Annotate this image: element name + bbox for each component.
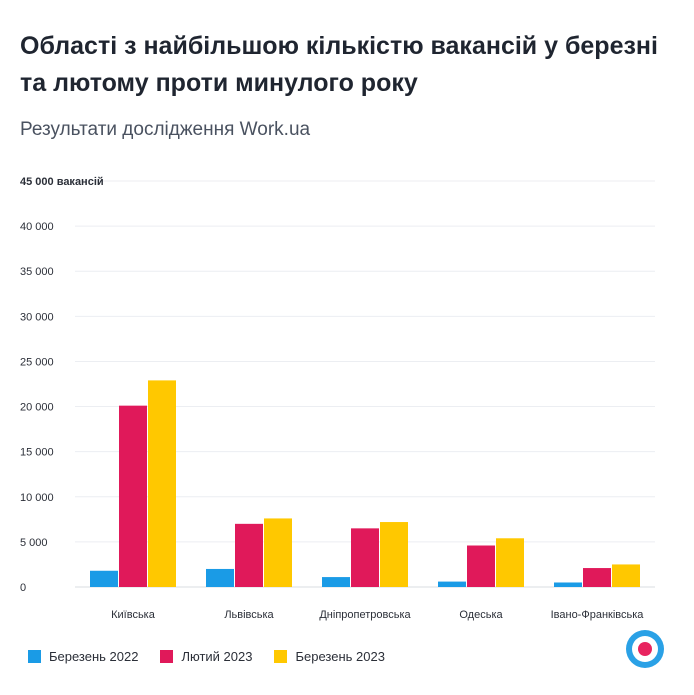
y-axis-ticks: 0 5 000 10 000 15 000 20 000 25 000 30 000 35 0… bbox=[20, 176, 104, 594]
bar bbox=[496, 538, 524, 587]
y-tick-label: 45 000 вакансій bbox=[20, 176, 104, 188]
x-category-label: Дніпропетровська bbox=[319, 609, 411, 621]
y-tick-label: 15 000 bbox=[20, 447, 54, 459]
y-tick-label: 30 000 bbox=[20, 311, 54, 323]
y-tick-label: 10 000 bbox=[20, 492, 54, 504]
legend-swatch-march-2022 bbox=[28, 650, 41, 663]
bar bbox=[148, 380, 176, 587]
bar bbox=[90, 570, 118, 587]
bar bbox=[438, 581, 466, 587]
bars bbox=[90, 380, 640, 587]
y-tick-label: 20 000 bbox=[20, 402, 54, 414]
bar bbox=[554, 582, 582, 587]
bar bbox=[206, 568, 234, 587]
legend-item-march-2022: Березень 2022 bbox=[28, 649, 138, 664]
bar bbox=[612, 564, 640, 587]
legend-item-february-2023: Лютий 2023 bbox=[160, 649, 252, 664]
legend-label: Лютий 2023 bbox=[181, 649, 253, 664]
y-tick-label: 5 000 bbox=[20, 537, 48, 549]
legend-swatch-march-2023 bbox=[274, 650, 288, 663]
workua-logo-icon bbox=[626, 630, 664, 668]
x-axis-labels: Київська Львівська Дніпропетровська Одеська… bbox=[111, 609, 644, 621]
x-category-label: Київська bbox=[111, 609, 156, 621]
bar bbox=[583, 568, 611, 587]
legend: Березень 2022 Лютий 2023 Березень 2023 bbox=[28, 649, 385, 664]
bar bbox=[351, 528, 379, 587]
y-tick-label: 35 000 bbox=[20, 266, 54, 278]
legend-swatch-february-2023 bbox=[160, 650, 174, 663]
y-tick-label: 0 bbox=[20, 582, 26, 594]
bar bbox=[322, 577, 350, 587]
x-category-label: Одеська bbox=[459, 609, 503, 621]
chart-subtitle: Результати дослідження Work.ua bbox=[20, 119, 311, 140]
x-category-label: Івано-Франківська bbox=[551, 609, 645, 621]
bar bbox=[119, 405, 147, 587]
bar bbox=[235, 523, 263, 587]
x-category-label: Львівська bbox=[224, 609, 274, 621]
legend-label: Березень 2022 bbox=[49, 649, 139, 664]
bar-chart: 0 5 000 10 000 15 000 20 000 25 000 30 000 35 0… bbox=[20, 176, 655, 621]
bar bbox=[264, 518, 292, 587]
legend-item-march-2023: Березень 2023 bbox=[274, 649, 385, 664]
y-tick-label: 25 000 bbox=[20, 356, 54, 368]
chart-title: Області з найбільшою кількістю вакансій … bbox=[20, 32, 658, 97]
bar bbox=[467, 545, 495, 587]
bar bbox=[380, 522, 408, 587]
logo-dot bbox=[638, 642, 652, 656]
legend-label: Березень 2023 bbox=[295, 649, 385, 664]
y-tick-label: 40 000 bbox=[20, 221, 54, 233]
